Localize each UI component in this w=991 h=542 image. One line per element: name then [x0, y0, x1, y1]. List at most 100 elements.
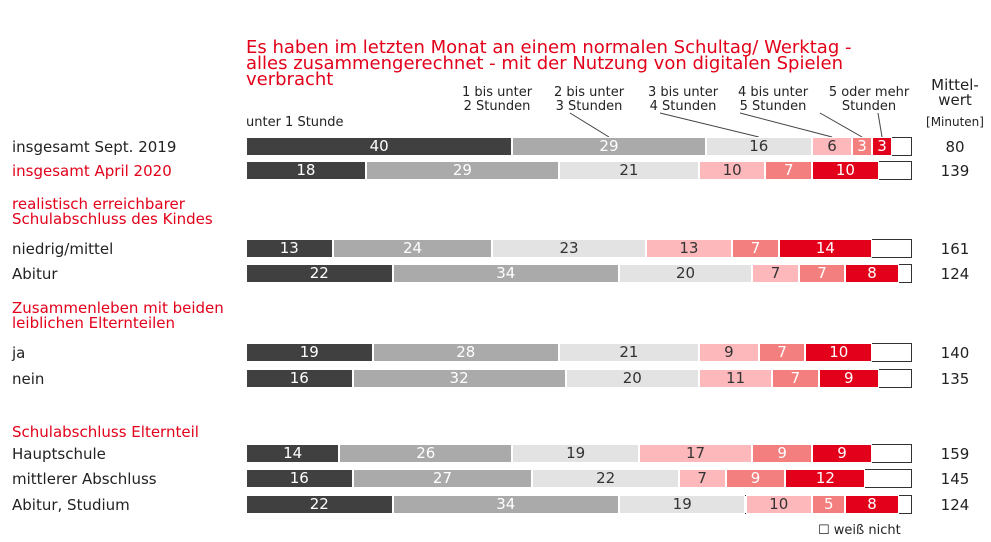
row-label: insgesamt Sept. 2019: [12, 138, 177, 156]
bar-segment: [752, 444, 813, 463]
series-label: unter 1 Stunde: [246, 115, 344, 130]
value-label: 40: [369, 137, 389, 155]
value-label: 22: [309, 495, 329, 513]
bar-segment: [392, 495, 619, 514]
bar-segment: [698, 369, 773, 388]
value-label: 3: [877, 137, 887, 155]
value-label: 13: [279, 239, 299, 257]
mean-value: 161: [940, 240, 970, 258]
value-label: 19: [566, 444, 586, 462]
value-label: 34: [496, 495, 516, 513]
value-label: 19: [299, 343, 319, 361]
bar-segment: [765, 161, 813, 180]
bar-segment: [678, 469, 726, 488]
bar-segment: [845, 264, 899, 283]
bar-segment: [352, 469, 533, 488]
value-label: 7: [770, 264, 781, 282]
value-label: 22: [596, 469, 616, 487]
bar-segment: [618, 495, 746, 514]
bar-segment: [812, 137, 853, 156]
leader-line: [739, 112, 833, 138]
value-label: 8: [867, 264, 877, 282]
value-label: 10: [829, 343, 849, 361]
value-label: 7: [697, 469, 707, 487]
bar-segment: [818, 369, 879, 388]
value-label: 9: [750, 469, 761, 487]
value-label: 12: [815, 469, 835, 487]
bar-segment: [532, 469, 679, 488]
bar-segment: [705, 137, 813, 156]
bar-segment: [512, 444, 639, 463]
bar-segment: [645, 239, 733, 258]
chart-title: Es haben im letzten Monat an einem norma…: [246, 37, 852, 90]
value-label: 10: [835, 161, 855, 179]
mean-value: 139: [940, 162, 970, 180]
value-label: 7: [784, 161, 794, 179]
mean-value: 135: [940, 370, 970, 388]
bar-segment: [812, 161, 879, 180]
bar-segment: [352, 369, 566, 388]
bar-segment: [246, 137, 513, 156]
value-label: 6: [827, 137, 837, 155]
value-label: 24: [402, 239, 423, 257]
bar-segment: [752, 264, 799, 283]
row-label: nein: [12, 370, 45, 388]
bar-segment: [372, 343, 559, 362]
value-label: 20: [676, 264, 696, 282]
bar-segment: [618, 264, 753, 283]
series-label: 2 bis unter 3 Stunden: [553, 85, 625, 114]
value-label: 7: [817, 264, 827, 282]
bar-segment: [745, 495, 813, 514]
value-label: 9: [777, 444, 787, 462]
bar-segment: [732, 239, 779, 258]
bar-segment: [785, 469, 866, 488]
bar-segment: [392, 264, 619, 283]
value-label: 7: [750, 239, 761, 257]
value-label: 16: [289, 469, 309, 487]
series-label: 5 oder mehr Stunden: [828, 85, 910, 114]
bar-segment: [512, 137, 706, 156]
value-label: 16: [749, 137, 769, 155]
value-label: 17: [686, 444, 706, 462]
value-label: 20: [622, 369, 642, 387]
bar-segment: [638, 444, 753, 463]
bar-segment: [565, 369, 699, 388]
value-label: 16: [289, 369, 309, 387]
mean-value: 140: [940, 344, 970, 362]
bar-segment: [246, 444, 340, 463]
value-label: 13: [679, 239, 699, 257]
value-label: 18: [296, 161, 316, 179]
group-heading: Zusammenleben mit beiden leiblichen Elte…: [12, 299, 224, 332]
value-label: 3: [857, 137, 867, 155]
bar-segment: [246, 343, 373, 362]
mean-value: 159: [940, 445, 970, 463]
value-label: 10: [769, 495, 789, 513]
bar-segment: [492, 239, 646, 258]
row-label: niedrig/mittel: [12, 240, 114, 258]
bar-segment: [559, 161, 699, 180]
legend: ☐ weiß nicht: [818, 523, 901, 538]
value-label: 10: [722, 161, 742, 179]
bar-segment: [698, 161, 766, 180]
bar-segment: [339, 444, 513, 463]
bar-segment: [805, 343, 873, 362]
value-label: 29: [599, 137, 619, 155]
value-label: 11: [725, 369, 746, 387]
bar-segment: [246, 161, 366, 180]
series-label: 4 bis unter 5 Stunden: [737, 85, 809, 114]
value-label: 14: [815, 239, 835, 257]
value-label: 7: [790, 369, 801, 387]
mean-unit: [Minuten]: [926, 115, 984, 129]
leader-line: [569, 112, 610, 138]
value-label: 8: [867, 495, 877, 513]
bar-segment: [852, 137, 873, 156]
mean-value: 124: [940, 265, 970, 283]
bar-segment: [812, 444, 873, 463]
value-label: 9: [837, 444, 847, 462]
bar-segment: [559, 343, 699, 362]
value-label: 19: [672, 495, 692, 513]
bar-segment: [698, 343, 759, 362]
bar-segment: [365, 161, 559, 180]
bar-segment: [778, 239, 873, 258]
